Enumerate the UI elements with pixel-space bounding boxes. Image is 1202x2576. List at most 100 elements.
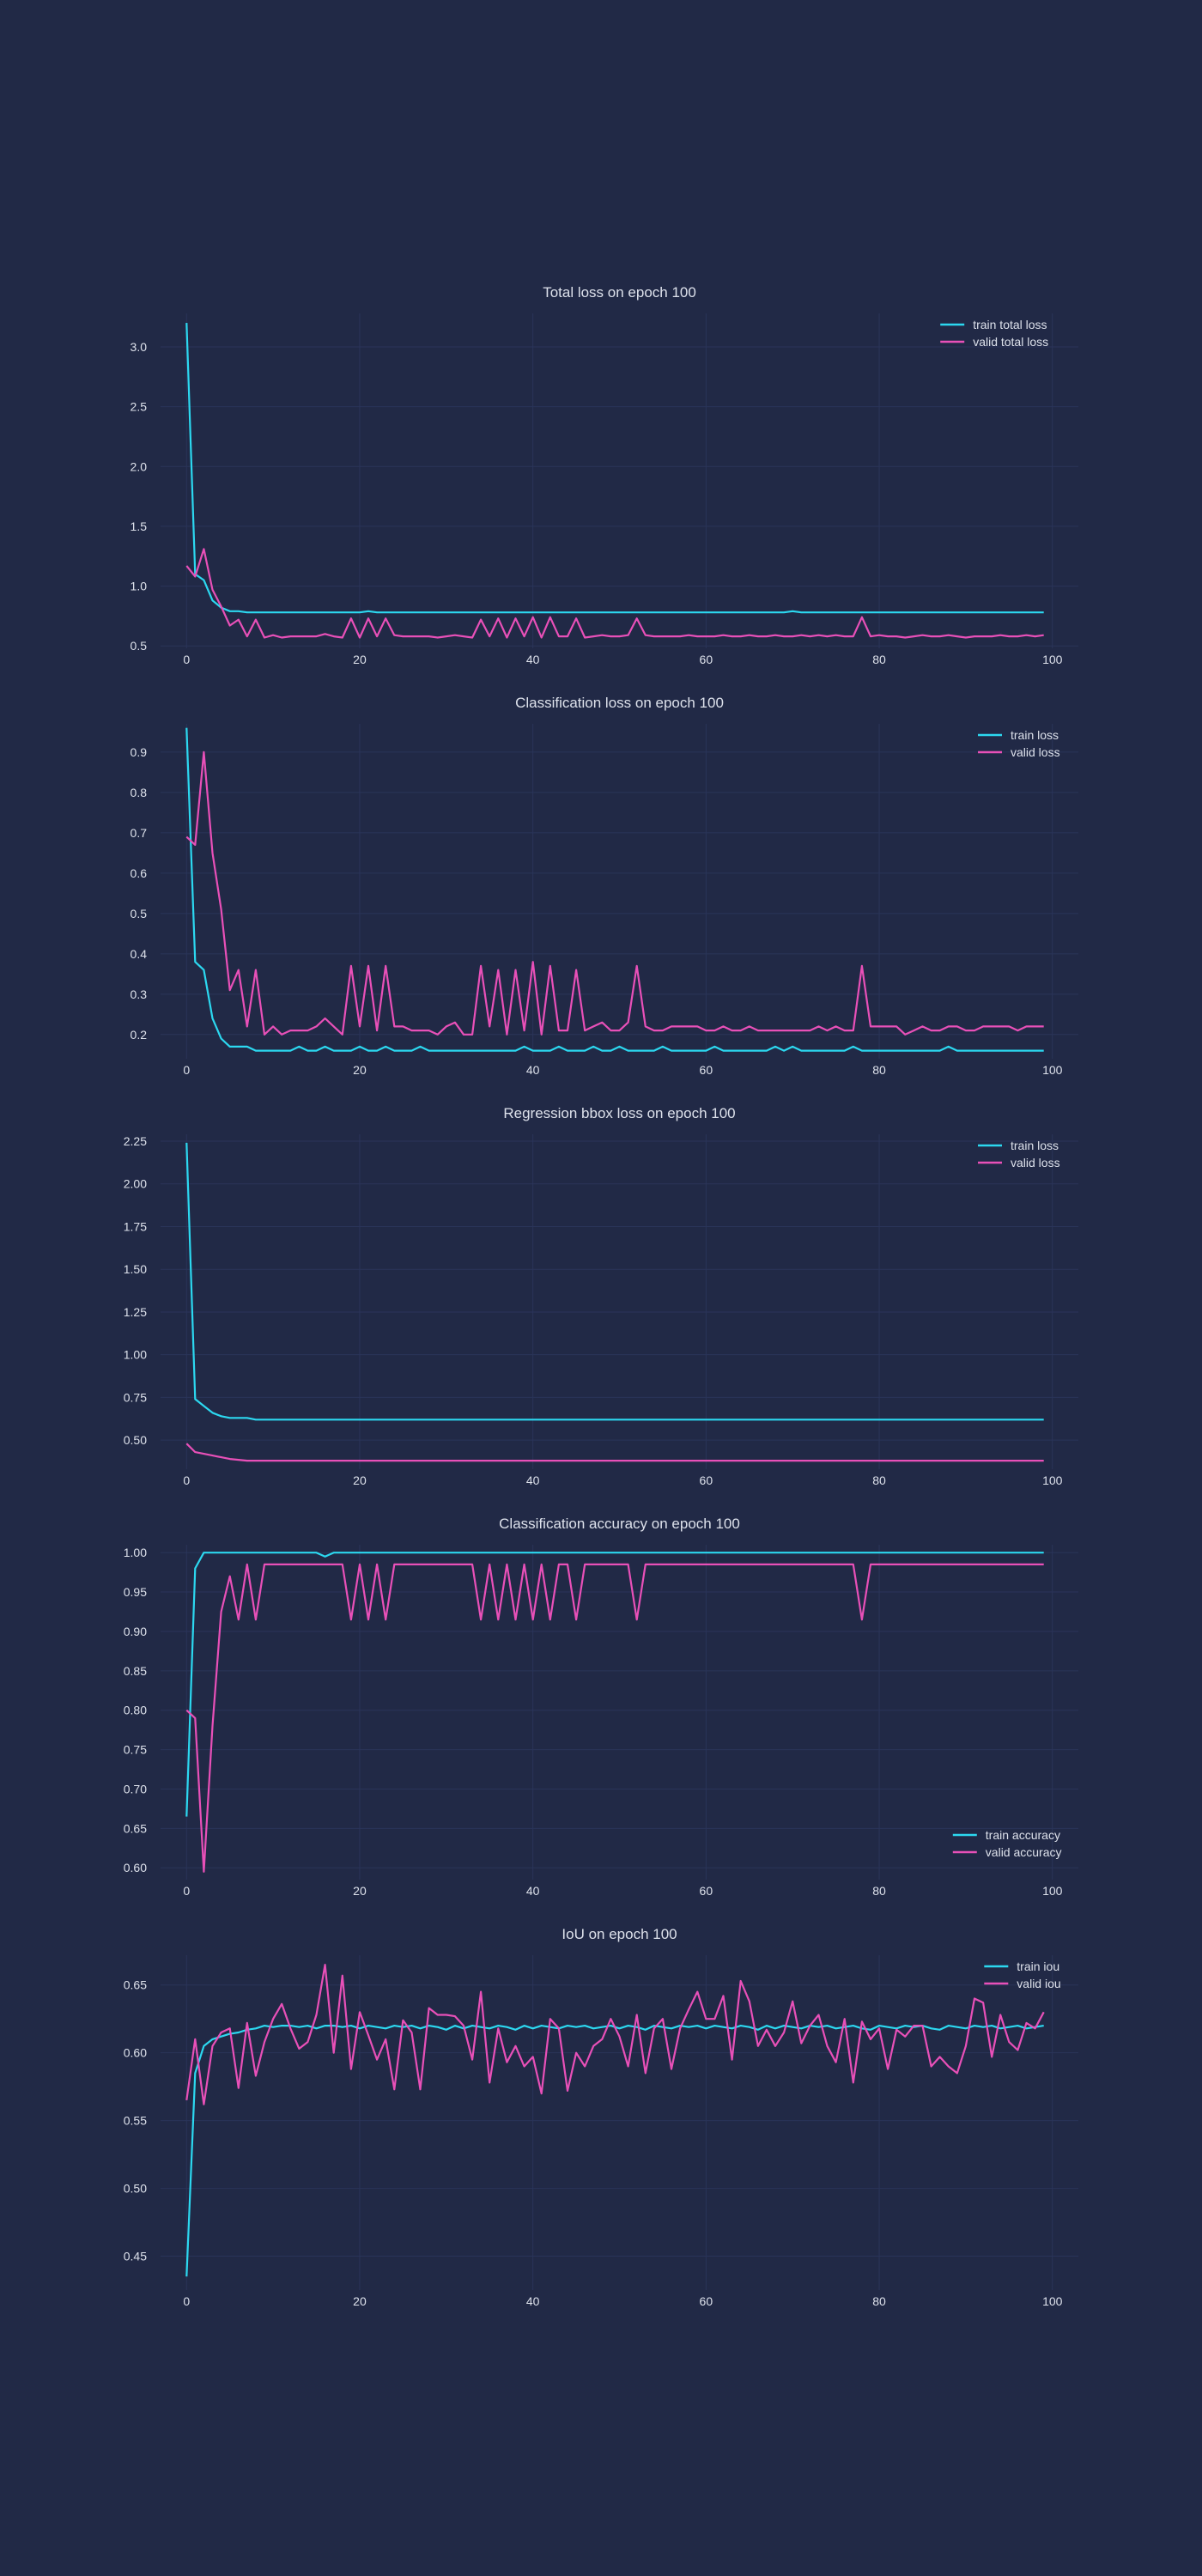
series-line-valid-accuracy — [185, 1563, 1044, 1873]
x-tick-label: 100 — [1042, 1063, 1063, 1077]
y-tick-label: 0.7 — [131, 826, 148, 840]
x-tick-label: 60 — [700, 1884, 713, 1898]
legend-label: valid iou — [1017, 1977, 1060, 1990]
y-tick-label: 0.60 — [124, 1861, 147, 1874]
x-tick-label: 60 — [700, 1063, 713, 1077]
x-tick-label: 0 — [183, 1063, 190, 1077]
chart-1: Total loss on epoch 100 0 20 40 60 80 100 0.5 1.… — [131, 284, 1078, 666]
y-tick-label: 3.0 — [131, 340, 148, 354]
y-tick-label: 1.75 — [124, 1219, 147, 1233]
chart-title: Classification loss on epoch 100 — [515, 695, 724, 711]
legend-label: train iou — [1017, 1959, 1059, 1973]
x-tick-label: 20 — [353, 1473, 367, 1487]
series-line-train-loss — [185, 1142, 1044, 1421]
y-tick-label: 0.9 — [131, 745, 148, 759]
y-tick-label: 1.00 — [124, 1348, 147, 1362]
y-tick-label: 0.85 — [124, 1664, 147, 1678]
y-tick-label: 0.8 — [131, 786, 148, 799]
x-tick-label: 20 — [353, 653, 367, 666]
legend-label: valid loss — [1011, 745, 1060, 759]
y-tick-label: 0.90 — [124, 1625, 147, 1638]
chart-4: Classification accuracy on epoch 100 0 20 4… — [124, 1516, 1078, 1898]
x-tick-label: 20 — [353, 2294, 367, 2308]
y-tick-label: 2.25 — [124, 1134, 147, 1148]
series-line-valid-loss — [185, 750, 1044, 1036]
y-tick-label: 0.5 — [131, 907, 148, 920]
chart-legend: train loss valid loss — [978, 1139, 1060, 1170]
legend-label: train loss — [1011, 728, 1059, 742]
chart-title: IoU on epoch 100 — [562, 1926, 677, 1942]
y-tick-label: 0.50 — [124, 2182, 147, 2196]
chart-5: IoU on epoch 100 0 20 40 60 80 100 0.45 0.50 0.55… — [124, 1926, 1078, 2308]
x-tick-label: 80 — [872, 1473, 886, 1487]
x-tick-label: 20 — [353, 1063, 367, 1077]
x-tick-label: 40 — [526, 1063, 540, 1077]
x-tick-label: 40 — [526, 2294, 540, 2308]
chart-2: Classification loss on epoch 100 0 20 40 60 8… — [131, 695, 1078, 1077]
legend-label: train total loss — [973, 318, 1047, 331]
chart-legend: train accuracy valid accuracy — [952, 1828, 1062, 1859]
y-tick-label: 0.2 — [131, 1028, 148, 1042]
x-tick-label: 100 — [1042, 1473, 1063, 1487]
x-tick-label: 0 — [183, 2294, 190, 2308]
y-tick-label: 0.75 — [124, 1743, 147, 1757]
x-tick-label: 80 — [872, 1884, 886, 1898]
legend-label: train accuracy — [986, 1828, 1060, 1842]
x-tick-label: 60 — [700, 1473, 713, 1487]
y-tick-label: 0.55 — [124, 2114, 147, 2128]
x-tick-label: 20 — [353, 1884, 367, 1898]
y-tick-label: 0.65 — [124, 1978, 147, 1992]
y-tick-label: 0.75 — [124, 1390, 147, 1404]
chart-title: Regression bbox loss on epoch 100 — [503, 1105, 735, 1121]
x-tick-label: 80 — [872, 1063, 886, 1077]
series-line-valid-total-loss — [185, 548, 1044, 639]
y-tick-label: 0.6 — [131, 866, 148, 880]
y-tick-label: 0.45 — [124, 2250, 147, 2263]
x-tick-label: 60 — [700, 653, 713, 666]
chart-title: Classification accuracy on epoch 100 — [499, 1516, 740, 1532]
x-tick-label: 0 — [183, 1473, 190, 1487]
y-tick-label: 0.3 — [131, 987, 148, 1001]
chart-legend: train iou valid iou — [984, 1959, 1061, 1990]
chart-legend: train loss valid loss — [978, 728, 1060, 759]
series-line-train-accuracy — [185, 1552, 1044, 1817]
series-line-train-loss — [185, 727, 1044, 1052]
chart-title: Total loss on epoch 100 — [543, 284, 696, 301]
legend-label: train loss — [1011, 1139, 1059, 1152]
x-tick-label: 60 — [700, 2294, 713, 2308]
x-tick-label: 100 — [1042, 2294, 1063, 2308]
legend-label: valid total loss — [973, 335, 1048, 349]
legend-label: valid loss — [1011, 1156, 1060, 1170]
y-tick-label: 2.0 — [131, 459, 148, 473]
x-tick-label: 80 — [872, 2294, 886, 2308]
x-tick-label: 40 — [526, 1473, 540, 1487]
x-tick-label: 80 — [872, 653, 886, 666]
legend-label: valid accuracy — [986, 1845, 1062, 1859]
x-tick-label: 40 — [526, 653, 540, 666]
y-tick-label: 0.95 — [124, 1585, 147, 1599]
y-tick-label: 0.65 — [124, 1821, 147, 1835]
series-line-valid-iou — [185, 1964, 1045, 2105]
y-tick-label: 1.50 — [124, 1262, 147, 1276]
x-tick-label: 100 — [1042, 653, 1063, 666]
x-tick-label: 0 — [183, 1884, 190, 1898]
y-tick-label: 0.50 — [124, 1433, 147, 1447]
series-line-train-total-loss — [185, 323, 1044, 614]
y-tick-label: 0.5 — [131, 639, 148, 653]
x-tick-label: 0 — [183, 653, 190, 666]
y-tick-label: 0.80 — [124, 1704, 147, 1717]
y-tick-label: 0.4 — [131, 947, 148, 961]
y-tick-label: 0.60 — [124, 2046, 147, 2060]
y-tick-label: 1.25 — [124, 1305, 147, 1319]
chart-legend: train total loss valid total loss — [940, 318, 1048, 349]
y-tick-label: 1.0 — [131, 580, 148, 593]
y-tick-label: 0.70 — [124, 1782, 147, 1795]
x-tick-label: 100 — [1042, 1884, 1063, 1898]
x-tick-label: 40 — [526, 1884, 540, 1898]
series-line-valid-loss — [185, 1443, 1044, 1462]
chart-3: Regression bbox loss on epoch 100 0 20 40 60… — [124, 1105, 1078, 1487]
y-tick-label: 1.5 — [131, 519, 148, 533]
y-tick-label: 2.00 — [124, 1177, 147, 1191]
